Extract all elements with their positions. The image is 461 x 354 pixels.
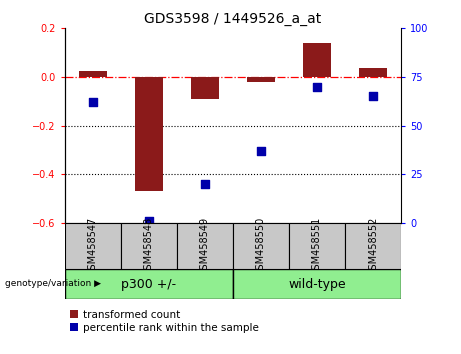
Bar (233, 269, 401, 299)
Text: GSM458547: GSM458547 (88, 216, 98, 276)
Text: GSM458548: GSM458548 (144, 216, 154, 276)
Point (201, 181, 208, 187)
Point (369, 93, 377, 99)
Bar (359, 68, 387, 77)
Text: wild-type: wild-type (288, 278, 346, 291)
Text: p300 +/-: p300 +/- (121, 278, 176, 291)
Bar (191, 77, 219, 99)
Point (145, 218, 152, 224)
Legend: transformed count, percentile rank within the sample: transformed count, percentile rank withi… (70, 310, 259, 333)
Bar (135, 77, 163, 192)
Bar (303, 43, 331, 77)
Text: GSM458552: GSM458552 (368, 216, 378, 276)
Bar (65, 223, 121, 269)
Text: genotype/variation ▶: genotype/variation ▶ (5, 279, 100, 289)
Bar (247, 77, 275, 82)
Bar (233, 223, 289, 269)
Bar (345, 223, 401, 269)
Bar (65, 269, 233, 299)
Bar (177, 223, 233, 269)
Point (89, 99, 96, 105)
Bar (289, 223, 345, 269)
Bar (78, 71, 106, 77)
Point (257, 148, 265, 154)
Text: GSM458551: GSM458551 (312, 216, 322, 276)
Point (313, 84, 321, 90)
Text: GSM458550: GSM458550 (256, 216, 266, 276)
Title: GDS3598 / 1449526_a_at: GDS3598 / 1449526_a_at (144, 12, 321, 26)
Text: GSM458549: GSM458549 (200, 216, 210, 276)
Bar (121, 223, 177, 269)
